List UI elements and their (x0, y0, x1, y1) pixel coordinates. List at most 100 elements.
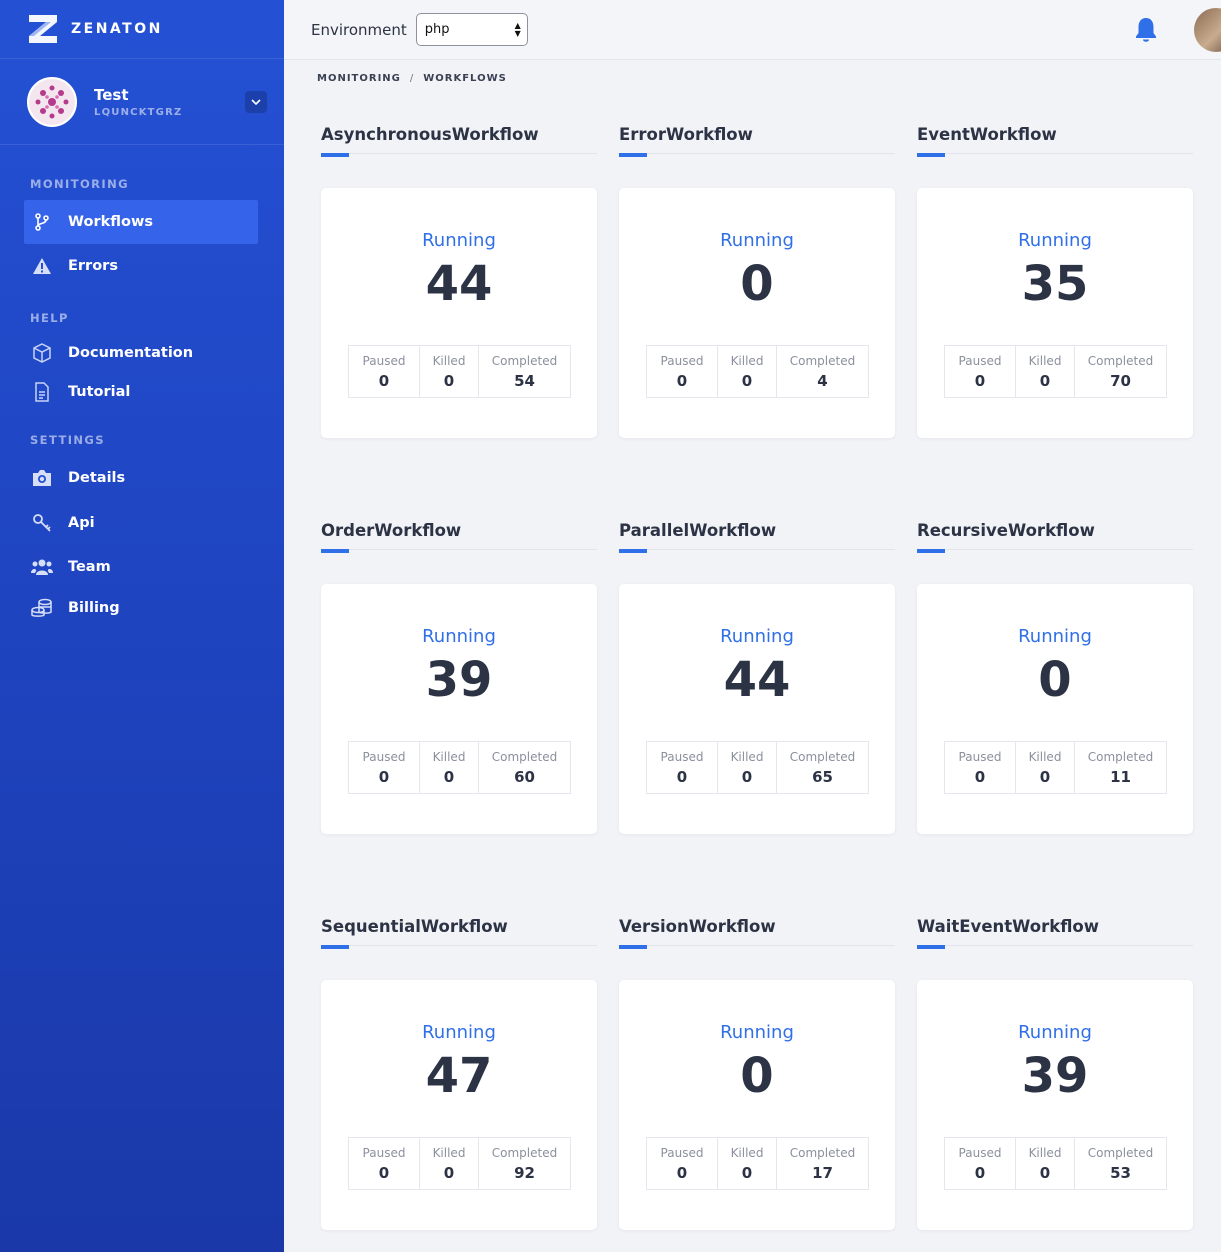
stat-label: Paused (958, 1145, 1002, 1160)
stat-killed: Killed 0 (718, 742, 777, 793)
stat-label: Paused (362, 353, 406, 368)
workflow-card[interactable]: Running 44 Paused 0 Killed 0 Completed 65 (619, 584, 895, 834)
breadcrumb-monitoring[interactable]: MONITORING (317, 73, 401, 84)
zenaton-logo-icon (29, 15, 57, 43)
stat-label: Completed (491, 749, 558, 764)
workflow-card[interactable]: Running 0 Paused 0 Killed 0 Completed 17 (619, 980, 895, 1230)
stat-value: 70 (1110, 371, 1131, 390)
sidebar-item-workflows[interactable]: Workflows (24, 200, 258, 244)
stat-value: 0 (443, 1163, 455, 1182)
sidebar-item-details[interactable]: Details (24, 456, 258, 500)
stat-completed: Completed 54 (479, 346, 570, 397)
account-dropdown-button[interactable] (245, 91, 267, 113)
stat-value: 4 (817, 371, 828, 390)
title-rule (619, 153, 895, 157)
running-label: Running (720, 1022, 794, 1043)
stat-completed: Completed 60 (479, 742, 570, 793)
breadcrumb-separator: / (409, 73, 415, 84)
account-switcher[interactable]: Test LQUNCKTGRZ (0, 59, 284, 145)
stat-completed: Completed 11 (1075, 742, 1166, 793)
stat-label: Paused (660, 353, 704, 368)
workflow-card[interactable]: Running 47 Paused 0 Killed 0 Completed 92 (321, 980, 597, 1230)
stat-value: 0 (443, 371, 455, 390)
running-label: Running (422, 1022, 496, 1043)
stat-label: Killed (432, 353, 466, 368)
title-rule (917, 549, 1193, 553)
cube-icon (31, 342, 53, 364)
sidebar-item-label: Team (68, 559, 111, 575)
stat-label: Killed (432, 749, 466, 764)
workflow-card[interactable]: Running 0 Paused 0 Killed 0 Completed 4 (619, 188, 895, 438)
workflow-title: ErrorWorkflow (619, 125, 753, 144)
stat-value: 0 (741, 767, 753, 786)
stat-killed: Killed 0 (1016, 1138, 1075, 1189)
workflow-card[interactable]: Running 39 Paused 0 Killed 0 Completed 53 (917, 980, 1193, 1230)
workflow-block: VersionWorkflow Running 0 Paused 0 Killed… (619, 915, 895, 1230)
stat-value: 0 (676, 371, 688, 390)
sidebar-item-label: Api (68, 515, 95, 531)
sidebar-item-label: Tutorial (68, 384, 131, 400)
stat-completed: Completed 92 (479, 1138, 570, 1189)
workflow-card[interactable]: Running 35 Paused 0 Killed 0 Completed 70 (917, 188, 1193, 438)
sidebar-item-documentation[interactable]: Documentation (24, 331, 258, 375)
stat-completed: Completed 70 (1075, 346, 1166, 397)
stat-value: 11 (1110, 767, 1131, 786)
stats-table: Paused 0 Killed 0 Completed 70 (944, 345, 1167, 398)
breadcrumb-workflows[interactable]: WORKFLOWS (423, 73, 507, 84)
workflow-title: OrderWorkflow (321, 521, 462, 540)
sidebar-item-tutorial[interactable]: Tutorial (24, 370, 258, 414)
account-avatar-pattern-icon (29, 78, 75, 125)
stats-table: Paused 0 Killed 0 Completed 4 (646, 345, 869, 398)
running-label: Running (720, 626, 794, 647)
warning-icon (31, 255, 53, 277)
stat-killed: Killed 0 (1016, 346, 1075, 397)
stat-value: 0 (378, 371, 390, 390)
stat-completed: Completed 65 (777, 742, 868, 793)
sidebar-item-api[interactable]: Api (24, 501, 258, 545)
stat-value: 0 (974, 371, 986, 390)
stats-table: Paused 0 Killed 0 Completed 92 (348, 1137, 571, 1190)
title-rule (619, 549, 895, 553)
stat-value: 53 (1110, 1163, 1131, 1182)
sidebar-item-label: Details (68, 470, 126, 486)
stat-completed: Completed 4 (777, 346, 868, 397)
user-avatar[interactable] (1194, 8, 1221, 52)
workflow-block: RecursiveWorkflow Running 0 Paused 0 Kill… (917, 519, 1193, 834)
workflow-card[interactable]: Running 0 Paused 0 Killed 0 Completed 11 (917, 584, 1193, 834)
stat-label: Killed (1028, 749, 1062, 764)
stat-killed: Killed 0 (718, 346, 777, 397)
stat-killed: Killed 0 (718, 1138, 777, 1189)
stat-value: 0 (443, 767, 455, 786)
stat-paused: Paused 0 (647, 742, 718, 793)
sidebar-item-billing[interactable]: Billing (24, 586, 258, 630)
sidebar-item-errors[interactable]: Errors (24, 244, 258, 288)
running-count: 0 (740, 1048, 774, 1104)
running-count: 39 (425, 652, 493, 708)
stat-completed: Completed 17 (777, 1138, 868, 1189)
workflow-title: AsynchronousWorkflow (321, 125, 539, 144)
workflow-block: SequentialWorkflow Running 47 Paused 0 Ki… (321, 915, 597, 1230)
stat-label: Completed (491, 1145, 558, 1160)
title-rule (619, 945, 895, 949)
brand[interactable]: ZENATON (0, 0, 284, 59)
workflow-title: WaitEventWorkflow (917, 917, 1100, 936)
stats-table: Paused 0 Killed 0 Completed 54 (348, 345, 571, 398)
stat-completed: Completed 53 (1075, 1138, 1166, 1189)
stat-label: Killed (432, 1145, 466, 1160)
running-count: 47 (425, 1048, 493, 1104)
stat-label: Completed (491, 353, 558, 368)
notification-bell-icon[interactable] (1131, 15, 1161, 45)
sidebar-item-team[interactable]: Team (24, 545, 258, 589)
stats-table: Paused 0 Killed 0 Completed 65 (646, 741, 869, 794)
environment-select[interactable]: php ▲ ▼ (415, 13, 528, 46)
title-accent (917, 153, 945, 157)
stat-value: 0 (378, 1163, 390, 1182)
stat-killed: Killed 0 (420, 1138, 479, 1189)
title-accent (917, 549, 945, 553)
title-accent (619, 945, 647, 949)
title-rule (321, 945, 597, 949)
title-rule (917, 945, 1193, 949)
workflow-card[interactable]: Running 39 Paused 0 Killed 0 Completed 60 (321, 584, 597, 834)
workflow-card[interactable]: Running 44 Paused 0 Killed 0 Completed 54 (321, 188, 597, 438)
title-accent (619, 549, 647, 553)
